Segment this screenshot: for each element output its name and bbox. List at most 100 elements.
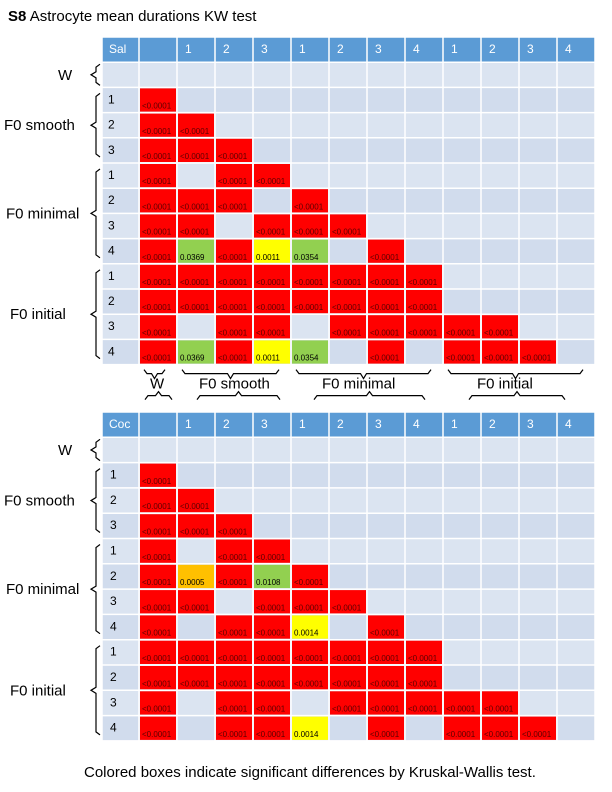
row-group-brace [89,645,101,736]
column-label: 3 [527,417,534,431]
row-label: 4 [108,344,115,358]
sig-cell [178,264,214,288]
sig-cell [292,239,328,263]
sig-cell [216,640,252,664]
column-group-label: F0 smooth [199,376,270,393]
sig-cell [254,214,290,238]
p-value-label: <0.0001 [294,679,324,688]
sig-cell [368,264,404,288]
sig-cell [292,590,328,614]
sig-cell [216,138,252,162]
p-value-label: <0.0001 [218,303,248,312]
row-group-brace [89,92,101,158]
p-value-label: <0.0001 [446,730,476,739]
sig-cell [140,239,176,263]
p-value-label: <0.0001 [484,328,514,337]
table-row-bg [102,163,595,189]
column-label: 2 [337,417,344,431]
row-label: 1 [110,645,117,659]
p-value-label: 0.0354 [294,253,319,262]
row-group-brace [89,468,101,533]
p-value-label: <0.0001 [484,730,514,739]
p-value-label: <0.0001 [218,354,248,363]
sig-cell [216,691,252,715]
table-row-bg [102,87,595,113]
p-value-label: <0.0001 [142,502,172,511]
sig-cell [406,290,442,314]
p-value-label: <0.0001 [332,603,362,612]
row-group-brace [89,269,101,360]
row-group-label: F0 smooth [4,493,75,510]
p-value-label: <0.0001 [142,253,172,262]
column-label: 2 [489,42,496,56]
p-value-label: <0.0001 [522,730,552,739]
table-row-bg [102,437,595,463]
sig-cell [406,691,442,715]
p-value-label: <0.0001 [142,679,172,688]
p-value-label: <0.0001 [256,679,286,688]
row-group-label: F0 smooth [4,117,75,134]
sig-cell [406,315,442,339]
p-value-label: <0.0001 [370,328,400,337]
sig-cell [140,640,176,664]
column-group-label: F0 initial [477,376,533,393]
column-label: 3 [375,417,382,431]
sig-cell [254,290,290,314]
p-value-label: <0.0001 [218,253,248,262]
sig-cell [292,640,328,664]
table-row-bg [102,538,595,564]
sig-cell [292,615,328,639]
sig-cell [292,290,328,314]
column-label: 3 [527,42,534,56]
row-group-label: F0 minimal [6,581,79,598]
p-value-label: <0.0001 [294,202,324,211]
sig-cell [216,290,252,314]
p-value-label: <0.0001 [484,705,514,714]
column-group-brace [144,390,173,400]
p-value-label: <0.0001 [218,679,248,688]
p-value-label: <0.0001 [446,705,476,714]
corner-label: Sal [109,42,126,56]
row-group-brace [89,544,101,635]
column-label: 4 [413,42,420,56]
sig-cell [178,290,214,314]
p-value-label: <0.0001 [294,654,324,663]
table-row-bg [102,462,595,488]
title-text: Astrocyte mean durations KW test [29,8,257,25]
sig-cell [178,488,214,513]
p-value-label: <0.0001 [142,354,172,363]
sig-cell [140,164,176,188]
p-value-label: <0.0001 [180,127,210,136]
p-value-label: <0.0001 [332,278,362,287]
sig-cell [368,640,404,664]
p-value-label: <0.0001 [294,603,324,612]
p-value-label: <0.0001 [256,730,286,739]
sig-cell [140,615,176,639]
sig-cell [520,340,556,364]
row-label: 1 [108,92,115,106]
p-value-label: <0.0001 [256,228,286,237]
p-value-label: <0.0001 [142,102,172,111]
p-value-label: <0.0001 [142,477,172,486]
p-value-label: 0.0014 [294,730,319,739]
sig-cell [140,716,176,740]
row-label: 2 [110,493,117,507]
p-value-label: <0.0001 [142,629,172,638]
sig-cell [292,716,328,740]
row-group-label: F0 initial [10,682,66,699]
p-value-label: <0.0001 [218,202,248,211]
corner-label: Coc [109,417,130,431]
sig-cell [292,666,328,690]
column-group-label: F0 minimal [322,376,395,393]
p-value-label: <0.0001 [218,177,248,186]
row-group-label: F0 minimal [6,205,79,222]
sig-cell [254,239,290,263]
footnote: Colored boxes indicate significant diffe… [84,764,536,781]
column-group-brace [295,369,432,380]
title-prefix: S8 [8,8,27,25]
row-group-brace [89,438,101,462]
sig-cell [254,590,290,614]
p-value-label: <0.0001 [218,152,248,161]
p-value-label: <0.0001 [142,328,172,337]
column-group-label: W [150,376,165,393]
